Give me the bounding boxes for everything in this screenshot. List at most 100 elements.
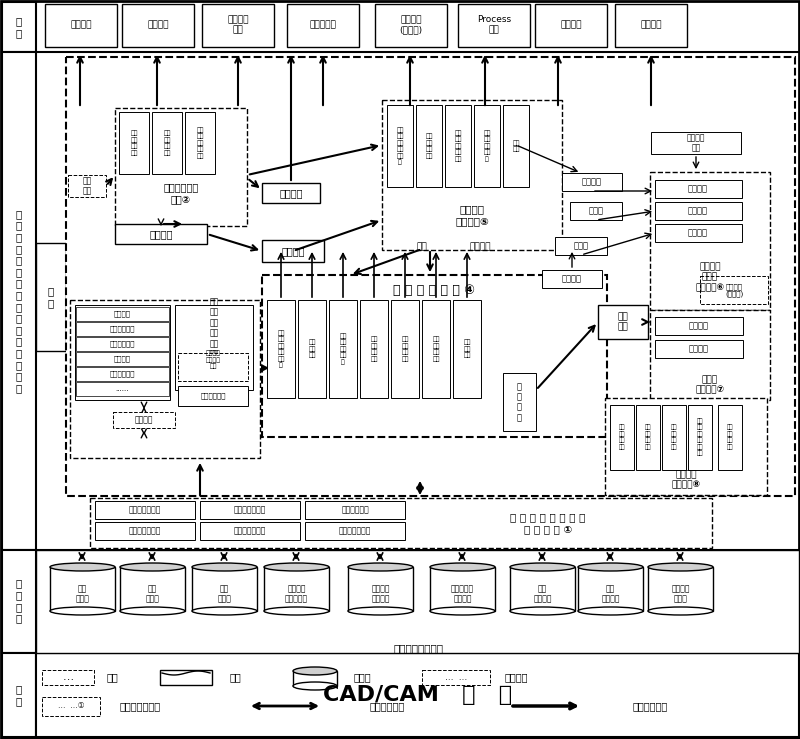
- Text: 切削参数推荐: 切削参数推荐: [110, 371, 134, 378]
- Text: 数控
刀具
卡片
生成: 数控 刀具 卡片 生成: [670, 424, 678, 449]
- Bar: [200, 522, 300, 540]
- Bar: [262, 275, 607, 437]
- Text: 工艺卡片: 工艺卡片: [560, 21, 582, 30]
- Bar: [185, 112, 215, 174]
- Ellipse shape: [264, 563, 329, 571]
- Text: 数控程序
(机代码): 数控程序 (机代码): [399, 16, 422, 35]
- Bar: [68, 175, 106, 197]
- Text: 加工
工序
卡片
生成: 加工 工序 卡片 生成: [645, 424, 651, 449]
- Bar: [36, 243, 66, 351]
- Bar: [120, 567, 185, 611]
- Bar: [535, 4, 607, 47]
- Text: 数据双向传递: 数据双向传递: [370, 701, 405, 711]
- Text: 刀具
自动
选取
与设
置: 刀具 自动 选取 与设 置: [339, 333, 346, 365]
- Ellipse shape: [510, 607, 575, 615]
- Bar: [610, 405, 634, 470]
- Text: 快速
确定
夹具
方式: 快速 确定 夹具 方式: [426, 134, 433, 159]
- Bar: [113, 412, 175, 428]
- Text: …: …: [62, 672, 74, 682]
- Bar: [36, 550, 799, 653]
- Bar: [175, 305, 253, 390]
- Text: 快速
确定
夹具
结构
布局: 快速 确定 夹具 结构 布局: [454, 130, 462, 162]
- Bar: [503, 105, 529, 187]
- Text: 零加件工
工装模型
型型: 零加件工 工装模型 型型: [206, 351, 221, 370]
- Text: 零件
分类
与工
艺方
案分
析模
块③: 零件 分类 与工 艺方 案分 析模 块③: [209, 297, 219, 369]
- Text: 参数优化: 参数优化: [562, 274, 582, 284]
- Bar: [2, 52, 36, 550]
- Text: 中间件模型: 中间件模型: [310, 21, 337, 30]
- Text: CAD/CAM   系   统: CAD/CAM 系 统: [323, 685, 513, 705]
- Ellipse shape: [192, 607, 257, 615]
- Bar: [2, 2, 36, 52]
- Bar: [375, 4, 447, 47]
- Ellipse shape: [293, 682, 337, 690]
- Bar: [115, 108, 247, 226]
- Bar: [578, 567, 643, 611]
- Bar: [655, 340, 743, 358]
- Text: 工装设计
知识库: 工装设计 知识库: [671, 585, 690, 604]
- Text: …  …: … …: [445, 672, 467, 681]
- Text: 机床推荐: 机床推荐: [114, 310, 130, 317]
- Bar: [36, 653, 799, 737]
- Text: 资源与知识输入: 资源与知识输入: [234, 526, 266, 536]
- Ellipse shape: [120, 563, 185, 571]
- Text: 刀具
轨迹
计算: 刀具 轨迹 计算: [463, 340, 470, 358]
- Text: 零件加工方案: 零件加工方案: [200, 392, 226, 399]
- Text: 工
艺
数
据: 工 艺 数 据: [517, 382, 522, 422]
- Bar: [42, 670, 94, 685]
- Bar: [474, 105, 500, 187]
- Bar: [387, 105, 413, 187]
- Ellipse shape: [120, 607, 185, 615]
- Text: 前后置
处理模块⑦: 前后置 处理模块⑦: [695, 375, 725, 395]
- Bar: [75, 305, 170, 400]
- Bar: [202, 4, 274, 47]
- Bar: [422, 670, 490, 685]
- Text: 工艺
知识库: 工艺 知识库: [75, 585, 90, 604]
- Text: 工艺资源与知识库: 工艺资源与知识库: [393, 643, 443, 653]
- Text: 工艺数据
生成模块⑧: 工艺数据 生成模块⑧: [671, 470, 701, 490]
- Text: 变形分析: 变形分析: [688, 206, 708, 216]
- Text: 自 动 编 程 模 块 ④: 自 动 编 程 模 块 ④: [393, 284, 475, 296]
- Text: 变形图形
文件: 变形图形 文件: [227, 16, 249, 35]
- Text: …  …①: … …①: [58, 701, 84, 710]
- Text: 数控加工
切削参数库: 数控加工 切削参数库: [285, 585, 308, 604]
- Bar: [555, 237, 607, 255]
- Bar: [598, 305, 648, 339]
- Text: 加工方案: 加工方案: [640, 21, 662, 30]
- Text: 加工方法确定: 加工方法确定: [110, 326, 134, 333]
- Bar: [262, 183, 320, 203]
- Bar: [655, 202, 742, 220]
- Bar: [192, 567, 257, 611]
- Ellipse shape: [348, 607, 413, 615]
- Text: 结
果: 结 果: [16, 16, 22, 38]
- Ellipse shape: [50, 607, 115, 615]
- Text: 前置处理: 前置处理: [689, 321, 709, 330]
- Bar: [95, 501, 195, 519]
- Bar: [700, 276, 768, 304]
- Bar: [45, 4, 117, 47]
- Text: 数据: 数据: [106, 672, 118, 682]
- Text: 工装夹具: 工装夹具: [147, 21, 169, 30]
- Text: 切削力: 切削力: [589, 206, 603, 216]
- Bar: [50, 567, 115, 611]
- Bar: [76, 382, 169, 396]
- Bar: [382, 100, 562, 250]
- Ellipse shape: [578, 607, 643, 615]
- Text: 数控程序
(机代码): 数控程序 (机代码): [725, 283, 743, 297]
- Bar: [76, 322, 169, 336]
- Text: 几何
参数
自动
设置: 几何 参数 自动 设置: [402, 336, 409, 361]
- Ellipse shape: [192, 563, 257, 571]
- Ellipse shape: [430, 563, 495, 571]
- Bar: [287, 4, 359, 47]
- Text: 装夹方法确定: 装夹方法确定: [110, 341, 134, 347]
- Text: 工
具: 工 具: [48, 286, 54, 308]
- Bar: [305, 522, 405, 540]
- Text: 变形结果: 变形结果: [582, 177, 602, 186]
- Text: 机床
参数库: 机床 参数库: [218, 585, 231, 604]
- Bar: [458, 4, 530, 47]
- Text: 应力分析: 应力分析: [688, 185, 708, 194]
- Text: 夹紧力: 夹紧力: [574, 242, 589, 251]
- Ellipse shape: [510, 563, 575, 571]
- Text: 模块功能: 模块功能: [504, 672, 528, 682]
- Bar: [70, 300, 260, 458]
